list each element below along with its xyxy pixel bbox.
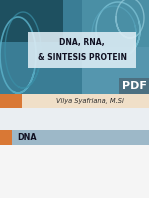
Text: DNA, RNA,: DNA, RNA, (59, 38, 105, 48)
Bar (0, 108, 149, 130)
Bar (119, 78, 149, 94)
Text: & SINTESIS PROTEIN: & SINTESIS PROTEIN (38, 52, 127, 62)
Text: PDF: PDF (122, 81, 146, 91)
Bar (0, 94, 22, 108)
Bar (28, 32, 136, 68)
Bar (0, 145, 149, 198)
Bar (0, 130, 12, 145)
Bar (82, 0, 149, 47)
Bar (22, 94, 149, 108)
Bar (0, 0, 63, 42)
Text: Vilya Syafriana, M.Si: Vilya Syafriana, M.Si (56, 98, 124, 104)
Bar (0, 0, 82, 94)
Bar (0, 130, 149, 145)
Text: DNA: DNA (17, 133, 37, 142)
Bar (82, 0, 149, 94)
